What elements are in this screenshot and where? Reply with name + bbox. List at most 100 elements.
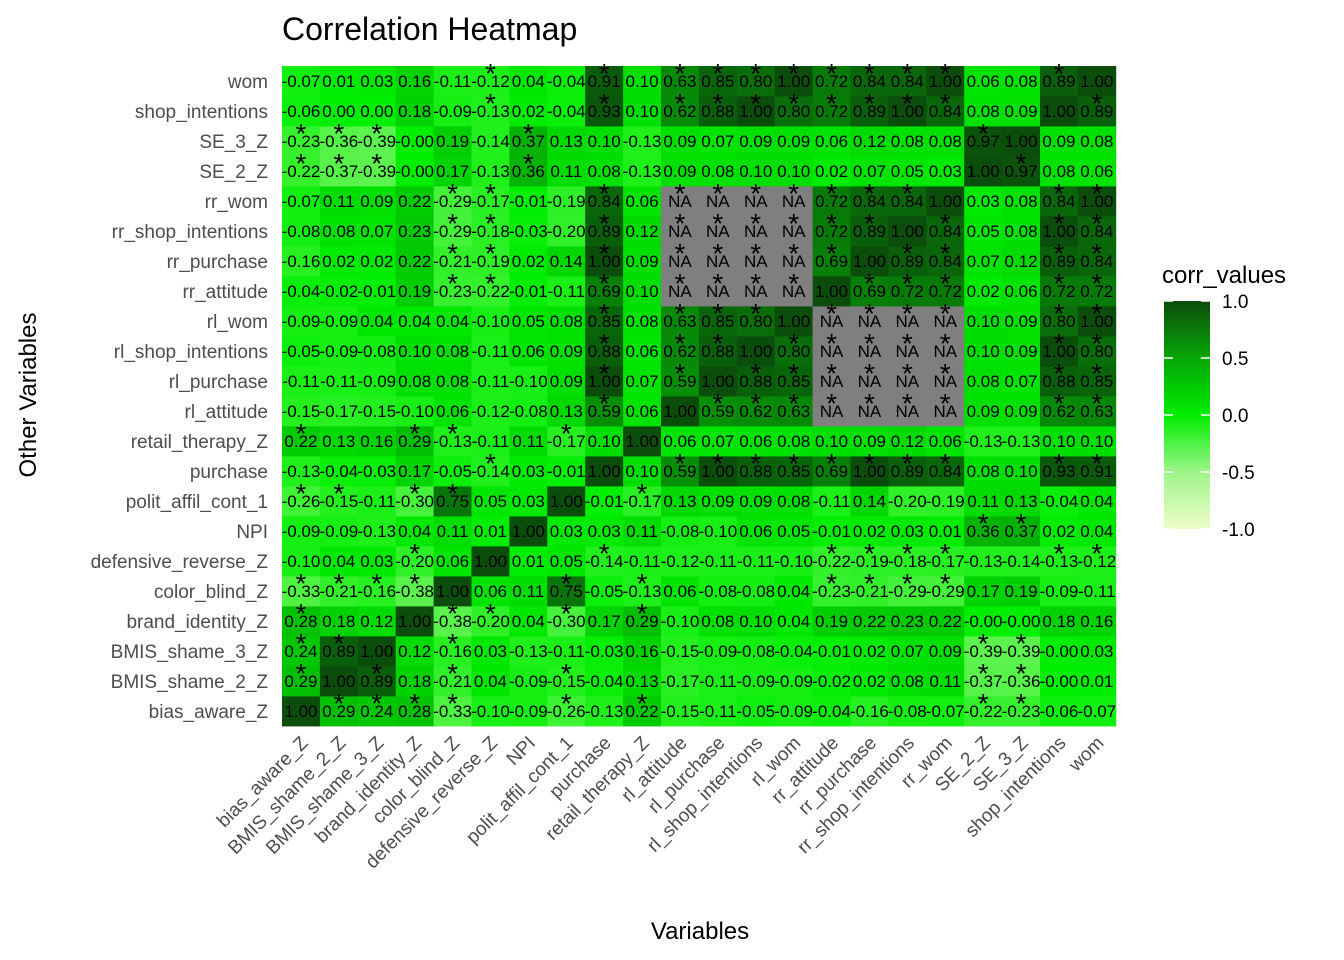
heatmap-cell (698, 216, 738, 247)
y-tick-label: shop_intentions (135, 102, 268, 123)
heatmap-cell (1002, 216, 1041, 247)
heatmap-cell (585, 336, 624, 367)
cell-value-label: 0.17 (967, 582, 1000, 601)
heatmap-cell (698, 156, 738, 187)
heatmap-cell (357, 216, 397, 247)
heatmap-cell (585, 186, 624, 217)
x-axis-tick-labels: bias_aware_ZBMIS_shame_2_ZBMIS_shame_3_Z… (213, 732, 1108, 873)
significance-star: * (788, 388, 799, 419)
heatmap-cell (1002, 306, 1041, 337)
cell-value-label: 0.18 (398, 672, 431, 691)
significance-star: * (940, 358, 951, 389)
heatmap-cell (547, 606, 586, 637)
cell-value-label: 1.00 (360, 642, 393, 661)
cell-value-label: 0.88 (701, 102, 734, 121)
cell-value-label: 0.97 (1005, 162, 1038, 181)
heatmap-cell (1077, 306, 1117, 337)
heatmap-cell (850, 216, 889, 247)
heatmap-cell (471, 96, 510, 127)
cell-value-label: -0.39 (1002, 642, 1041, 661)
cell-value-label: -0.08 (282, 222, 321, 241)
heatmap-cell (812, 336, 851, 367)
cell-value-label: 0.85 (777, 372, 810, 391)
cell-value-label: 1.00 (853, 462, 886, 481)
heatmap-cell (395, 396, 434, 427)
significance-star: * (561, 688, 572, 719)
significance-star: * (447, 418, 458, 449)
heatmap-cell (623, 156, 662, 187)
heatmap-cell (1077, 426, 1117, 457)
cell-value-label: -0.29 (888, 582, 927, 601)
cell-value-label: 0.36 (967, 522, 1000, 541)
heatmap-cell (812, 576, 851, 607)
heatmap-cell (774, 246, 813, 277)
significance-star: * (561, 418, 572, 449)
heatmap-cell (850, 426, 889, 457)
heatmap-cell (888, 156, 927, 187)
heatmap-cell (585, 486, 624, 517)
cell-value-label: NA (668, 222, 692, 241)
cell-value-label: -0.10 (774, 552, 813, 571)
y-tick-label: bias_aware_Z (149, 702, 269, 723)
heatmap-cell (926, 276, 965, 307)
significance-star: * (864, 208, 875, 239)
heatmap-cell (1077, 696, 1117, 727)
significance-star: * (788, 178, 799, 209)
heatmap-cell (547, 276, 586, 307)
heatmap-cell (471, 516, 510, 547)
chart-title: Correlation Heatmap (282, 11, 577, 47)
cell-value-label: 0.03 (929, 162, 962, 181)
cell-value-label: -0.21 (433, 252, 472, 271)
significance-star: * (902, 388, 913, 419)
heatmap-cell (319, 126, 359, 157)
heatmap-cell (661, 126, 700, 157)
cell-value-label: 0.12 (626, 222, 659, 241)
cell-value-label: 0.69 (815, 462, 848, 481)
heatmap-cell (1040, 636, 1079, 667)
significance-star: * (1053, 208, 1064, 239)
significance-star: * (409, 568, 420, 599)
cell-value-label: -0.14 (471, 132, 510, 151)
heatmap-cell (585, 216, 624, 247)
cell-value-label: 0.17 (398, 462, 431, 481)
heatmap-cell (509, 336, 548, 367)
heatmap-cell (395, 186, 434, 217)
cell-value-label: 0.04 (512, 612, 545, 631)
cell-value-label: -0.00 (395, 162, 434, 181)
significance-star: * (788, 358, 799, 389)
cell-value-label: -0.20 (547, 222, 586, 241)
legend-tick-label: -1.0 (1222, 520, 1255, 541)
cell-value-label: 0.09 (663, 162, 696, 181)
significance-star: * (1053, 268, 1064, 299)
significance-star: * (599, 208, 610, 239)
cell-value-label: -0.17 (661, 672, 700, 691)
heatmap-cell (395, 306, 434, 337)
significance-star: * (750, 388, 761, 419)
cell-value-label: -0.02 (812, 672, 851, 691)
significance-star: * (864, 388, 875, 419)
cell-value-label: 0.00 (360, 102, 393, 121)
cell-value-label: 0.97 (967, 132, 1000, 151)
cell-value-label: -0.07 (926, 702, 965, 721)
cell-value-label: -0.05 (736, 702, 775, 721)
cell-value-label: 0.07 (1005, 372, 1038, 391)
cell-value-label: 0.84 (929, 252, 962, 271)
significance-star: * (712, 388, 723, 419)
heatmap-cell (433, 246, 472, 277)
heatmap-cell (698, 666, 738, 697)
significance-star: * (826, 358, 837, 389)
heatmap-cell (736, 246, 776, 277)
cell-value-label: 0.91 (588, 72, 621, 91)
cell-value-label: 0.80 (1080, 342, 1113, 361)
heatmap-cell (471, 246, 510, 277)
cell-value-label: 0.06 (663, 432, 696, 451)
significance-star: * (447, 208, 458, 239)
heatmap-cell (547, 576, 586, 607)
heatmap-cell (585, 246, 624, 277)
significance-star: * (902, 178, 913, 209)
cell-value-label: 1.00 (777, 72, 810, 91)
heatmap-cell (509, 306, 548, 337)
significance-star: * (864, 178, 875, 209)
significance-star: * (599, 358, 610, 389)
heatmap-cell (736, 516, 776, 547)
